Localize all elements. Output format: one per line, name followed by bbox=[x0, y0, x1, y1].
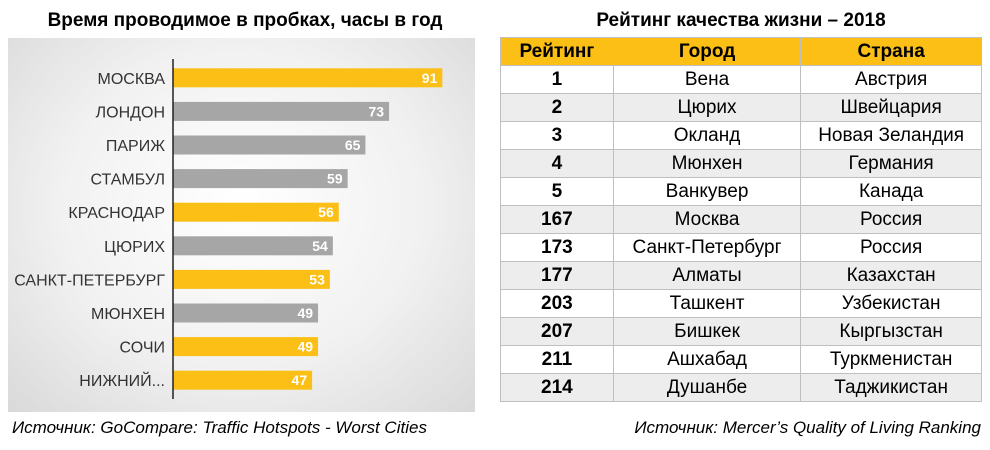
bar-value-label: 47 bbox=[292, 372, 308, 388]
cell-rank: 5 bbox=[500, 177, 614, 206]
cell-country: Казахстан bbox=[800, 261, 982, 290]
category-label: ЦЮРИХ bbox=[104, 239, 165, 256]
cell-city: Ванкувер bbox=[612, 177, 802, 206]
cell-country: Швейцария bbox=[800, 93, 982, 122]
table-row: 5 Ванкувер Канада bbox=[500, 177, 982, 206]
cell-rank: 173 bbox=[500, 233, 614, 262]
table-row: 207 Бишкек Кыргызстан bbox=[500, 317, 982, 346]
cell-country: Кыргызстан bbox=[800, 317, 982, 346]
table-row: 214 Душанбе Таджикистан bbox=[500, 373, 982, 402]
bar-value-label: 56 bbox=[318, 204, 334, 220]
bar bbox=[173, 202, 339, 222]
cell-rank: 2 bbox=[500, 93, 614, 122]
table-row: 203 Ташкент Узбекистан bbox=[500, 289, 982, 318]
cell-city: Душанбе bbox=[612, 373, 802, 402]
table-row: 1 Вена Австрия bbox=[500, 65, 982, 94]
cell-country: Туркменистан bbox=[800, 345, 982, 374]
cell-city: Ташкент bbox=[612, 289, 802, 318]
table-row: 3 Окланд Новая Зеландия bbox=[500, 121, 982, 150]
bar-value-label: 73 bbox=[369, 103, 385, 119]
cell-city: Москва bbox=[612, 205, 802, 234]
quality-of-living-table: Рейтинг Город Страна 1 Вена Австрия 2 Цюрих Ш… bbox=[500, 37, 982, 402]
category-label: КРАСНОДАР bbox=[68, 205, 165, 222]
bar-value-label: 91 bbox=[422, 70, 438, 86]
cell-city: Окланд bbox=[612, 121, 802, 150]
table-row: 173 Санкт-Петербург Россия bbox=[500, 233, 982, 262]
table-header-row: Рейтинг Город Страна bbox=[500, 37, 982, 66]
category-label: ПАРИЖ bbox=[106, 138, 165, 155]
cell-city: Цюрих bbox=[612, 93, 802, 122]
category-label: МОСКВА bbox=[98, 71, 166, 88]
cell-rank: 207 bbox=[500, 317, 614, 346]
bar-value-label: 65 bbox=[345, 137, 361, 153]
bar-value-label: 53 bbox=[309, 271, 325, 287]
category-label: СТАМБУЛ bbox=[90, 172, 165, 189]
cell-country: Россия bbox=[800, 205, 982, 234]
cell-country: Австрия bbox=[800, 65, 982, 94]
category-label: САНКТ-ПЕТЕРБУРГ bbox=[14, 272, 165, 289]
table-source: Источник: Mercer’s Quality of Living Ran… bbox=[634, 418, 981, 437]
category-label: СОЧИ bbox=[120, 340, 165, 357]
bar bbox=[173, 236, 333, 256]
bar-value-label: 54 bbox=[312, 238, 328, 254]
cell-city: Вена bbox=[612, 65, 802, 94]
table-row: 211 Ашхабад Туркменистан bbox=[500, 345, 982, 374]
cell-city: Алматы bbox=[612, 261, 802, 290]
cell-country: Новая Зеландия bbox=[800, 121, 982, 150]
cell-rank: 3 bbox=[500, 121, 614, 150]
bar bbox=[173, 303, 319, 323]
chart-title: Время проводимое в пробках, часы в год bbox=[47, 10, 443, 31]
header-rank: Рейтинг bbox=[500, 37, 614, 66]
cell-rank: 167 bbox=[500, 205, 614, 234]
cell-country: Россия bbox=[800, 233, 982, 262]
cell-rank: 177 bbox=[500, 261, 614, 290]
cell-rank: 1 bbox=[500, 65, 614, 94]
bar-value-label: 49 bbox=[297, 305, 313, 321]
bar bbox=[173, 169, 348, 189]
bar bbox=[173, 370, 313, 390]
cell-country: Канада bbox=[800, 177, 982, 206]
bar-value-label: 49 bbox=[297, 339, 313, 355]
bar-chart-svg: МОСКВА 91 ЛОНДОН 73 ПАРИЖ 65 СТАМБУЛ 59 КРАСНОДА… bbox=[14, 59, 443, 399]
bar-value-label: 59 bbox=[327, 171, 343, 187]
cell-city: Санкт-Петербург bbox=[612, 233, 802, 262]
traffic-bar-chart: МОСКВА 91 ЛОНДОН 73 ПАРИЖ 65 СТАМБУЛ 59 КРАСНОДА… bbox=[8, 38, 475, 412]
table-title: Рейтинг качества жизни – 2018 bbox=[596, 10, 886, 31]
header-city: Город bbox=[612, 37, 802, 66]
cell-city: Бишкек bbox=[612, 317, 802, 346]
table-row: 177 Алматы Казахстан bbox=[500, 261, 982, 290]
category-label: МЮНХЕН bbox=[91, 306, 165, 323]
cell-rank: 203 bbox=[500, 289, 614, 318]
cell-country: Германия bbox=[800, 149, 982, 178]
cell-rank: 211 bbox=[500, 345, 614, 374]
category-label: ЛОНДОН bbox=[96, 104, 165, 121]
header-country: Страна bbox=[800, 37, 982, 66]
bar bbox=[173, 337, 319, 357]
cell-city: Мюнхен bbox=[612, 149, 802, 178]
cell-rank: 4 bbox=[500, 149, 614, 178]
bar bbox=[173, 101, 390, 121]
bar bbox=[173, 68, 443, 88]
category-label: НИЖНИЙ... bbox=[79, 371, 165, 390]
table-row: 2 Цюрих Швейцария bbox=[500, 93, 982, 122]
chart-source: Источник: GoCompare: Traffic Hotspots - … bbox=[12, 418, 427, 437]
cell-country: Таджикистан bbox=[800, 373, 982, 402]
cell-city: Ашхабад bbox=[612, 345, 802, 374]
bar bbox=[173, 269, 330, 289]
cell-rank: 214 bbox=[500, 373, 614, 402]
bar bbox=[173, 135, 366, 155]
cell-country: Узбекистан bbox=[800, 289, 982, 318]
table-row: 167 Москва Россия bbox=[500, 205, 982, 234]
table-row: 4 Мюнхен Германия bbox=[500, 149, 982, 178]
